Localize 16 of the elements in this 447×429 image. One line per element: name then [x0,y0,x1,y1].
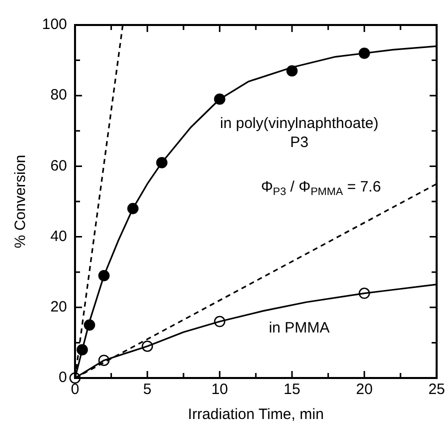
x-axis-title: Irradiation Time, min [188,406,324,424]
y-tick-label: 20 [50,298,68,316]
y-axis-title: % Conversion [12,154,30,248]
y-tick-label: 60 [50,157,68,174]
x-tick-label: 0 [70,381,80,398]
annotation: in poly(vinylnaphthoate) P3 [220,114,378,151]
y-tick-label: 0 [58,369,68,386]
y-tick-label: 100 [42,16,68,34]
x-tick-label: 20 [356,381,373,398]
y-tick-label: 40 [50,228,68,245]
x-tick-label: 15 [284,381,300,398]
x-tick-label: 25 [428,381,445,398]
x-tick-label: 10 [211,381,228,398]
y-tick-label: 80 [50,86,68,104]
annotation: in PMMA [268,320,330,337]
x-tick-label: 5 [143,381,152,398]
